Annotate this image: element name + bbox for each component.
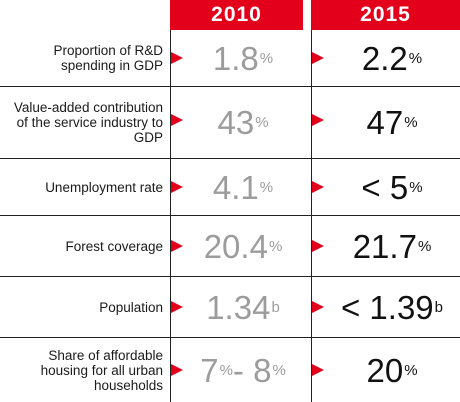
row-divider: [0, 276, 460, 277]
table-row: Value-added contribution of the service …: [0, 87, 460, 158]
header-2010: 2010: [170, 0, 303, 30]
value-2010: 1.34 b: [206, 288, 280, 326]
value-2015: 21.7%: [352, 227, 432, 265]
row-label: Proportion of R&D spending in GDP: [53, 43, 163, 73]
table-row: Proportion of R&D spending in GDP 1.8% 2…: [0, 30, 460, 86]
red-triangle-arrow-icon: [312, 301, 324, 313]
value-2010: 4.1%: [212, 168, 274, 206]
row-divider: [0, 337, 460, 338]
table-row: Share of affordable housing for all urba…: [0, 338, 460, 402]
table-row: Unemployment rate 4.1% < 5%: [0, 159, 460, 215]
value-2010: 43%: [217, 104, 269, 141]
red-triangle-arrow-icon: [312, 364, 324, 376]
value-2015: < 5%: [361, 168, 423, 206]
red-triangle-arrow-icon: [312, 240, 324, 252]
red-triangle-arrow-icon: [171, 240, 183, 252]
value-2015: < 1.39 b: [340, 288, 443, 326]
value-2010: 1.8%: [212, 39, 274, 77]
row-label: Population: [99, 299, 163, 315]
table-row: Forest coverage 20.4% 21.7%: [0, 216, 460, 276]
red-triangle-arrow-icon: [312, 52, 324, 64]
row-label: Value-added contribution of the service …: [13, 100, 163, 145]
value-2015: 2.2%: [361, 39, 423, 77]
red-triangle-arrow-icon: [171, 301, 183, 313]
row-label: Share of affordable housing for all urba…: [40, 347, 163, 393]
row-divider: [0, 158, 460, 159]
red-triangle-arrow-icon: [312, 181, 324, 193]
table-row: Population 1.34 b < 1.39 b: [0, 277, 460, 337]
row-divider: [0, 215, 460, 216]
value-2015: 47%: [366, 104, 418, 141]
header-2015: 2015: [311, 0, 460, 30]
red-triangle-arrow-icon: [171, 114, 183, 126]
red-triangle-arrow-icon: [171, 52, 183, 64]
row-divider: [0, 86, 460, 87]
value-2015: 20%: [366, 351, 418, 389]
value-2010: 20.4%: [203, 227, 283, 265]
row-label: Unemployment rate: [45, 179, 163, 195]
red-triangle-arrow-icon: [171, 364, 183, 376]
red-triangle-arrow-icon: [312, 114, 324, 126]
red-triangle-arrow-icon: [171, 181, 183, 193]
row-label: Forest coverage: [65, 238, 163, 254]
value-2010: 7% - 8%: [200, 351, 286, 389]
